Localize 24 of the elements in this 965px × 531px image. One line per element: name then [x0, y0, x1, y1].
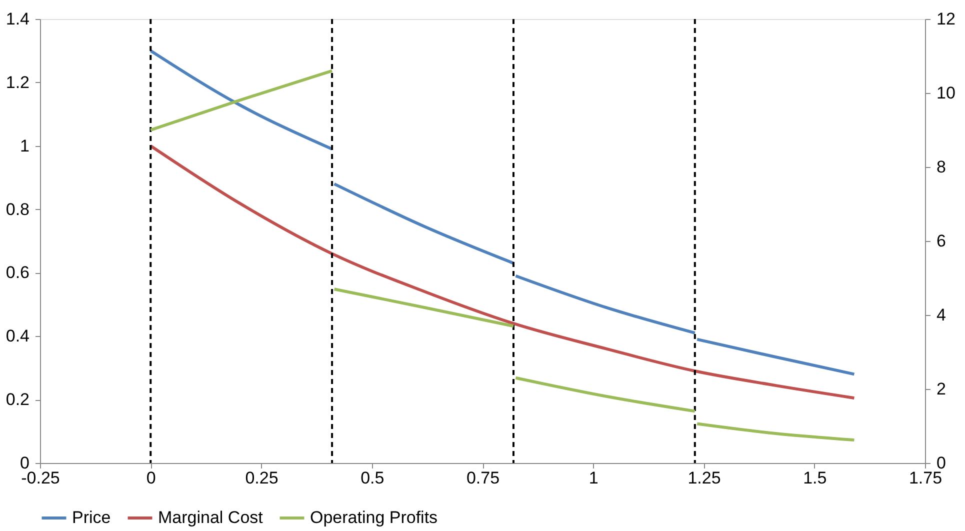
- x-tick-label: 1.5: [803, 468, 827, 488]
- y-tick-label: 1.2: [6, 72, 30, 92]
- y2-tick-label: 8: [936, 158, 946, 176]
- line-series: [149, 144, 856, 400]
- y2-tick-label: 12: [936, 10, 956, 28]
- x-tick-label: 0: [146, 468, 156, 488]
- legend-label: Operating Profits: [310, 508, 438, 527]
- y-tick-label: 1: [20, 136, 30, 156]
- y2-tick-label: 2: [936, 380, 946, 398]
- y-tick-label: 1.4: [6, 10, 30, 28]
- legend-label: Marginal Cost: [158, 508, 264, 527]
- x-tick-label: 1: [588, 468, 598, 488]
- y2-tick-label: 4: [936, 306, 946, 324]
- y-tick-label: 0.6: [6, 263, 30, 282]
- y-tick-label: 0.4: [6, 326, 30, 346]
- x-tick-label: 1.25: [688, 468, 721, 488]
- y2-tick-label: 6: [936, 232, 946, 250]
- x-tick-label: 0.75: [466, 468, 500, 488]
- legend-label: Price: [72, 508, 111, 527]
- y-tick-label: 0.8: [6, 200, 30, 219]
- y-tick-label: 0.2: [6, 390, 30, 410]
- y2-tick-label: 10: [936, 84, 956, 102]
- x-tick-label: 0.25: [245, 468, 278, 488]
- x-tick-label: 0.5: [360, 468, 384, 488]
